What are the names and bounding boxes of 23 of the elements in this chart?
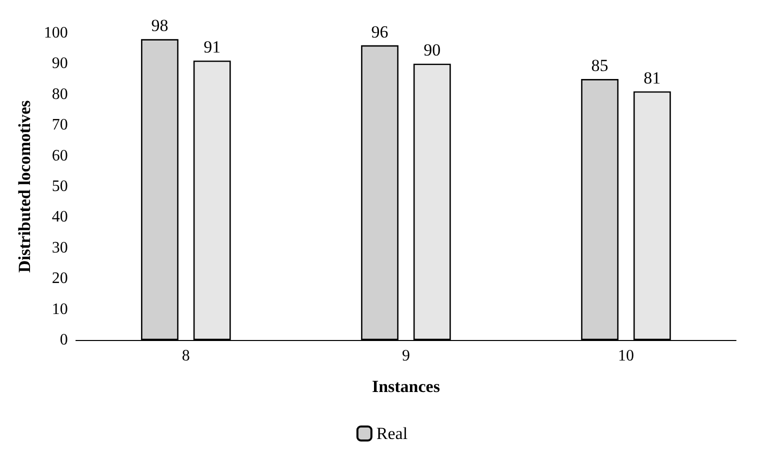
y-tick-label: 20 — [52, 270, 68, 288]
y-tick-label: 60 — [52, 147, 68, 164]
y-tick-label: 80 — [52, 86, 68, 103]
y-axis-title: Distributed locomotives — [15, 100, 34, 273]
y-tick-label: 70 — [52, 116, 68, 134]
y-tick-label: 100 — [44, 24, 68, 42]
y-tick-label: 10 — [52, 300, 68, 318]
legend-label: Real — [376, 424, 408, 443]
x-tick-label: 8 — [182, 348, 190, 364]
data-label: 96 — [371, 22, 388, 42]
data-label: 98 — [151, 16, 168, 36]
y-tick-label: 50 — [52, 178, 68, 195]
x-tick-label: 9 — [402, 348, 410, 364]
data-label: 91 — [204, 38, 221, 57]
x-axis-title: Instances — [372, 377, 440, 396]
y-tick-label: 0 — [60, 332, 68, 348]
data-label: 90 — [424, 40, 441, 60]
data-label: 85 — [591, 56, 608, 76]
y-tick-label: 30 — [52, 239, 68, 256]
y-tick-label: 90 — [52, 55, 68, 72]
data-label: 81 — [644, 68, 661, 88]
y-tick-label: 40 — [52, 208, 68, 226]
x-tick-label: 10 — [618, 348, 634, 364]
